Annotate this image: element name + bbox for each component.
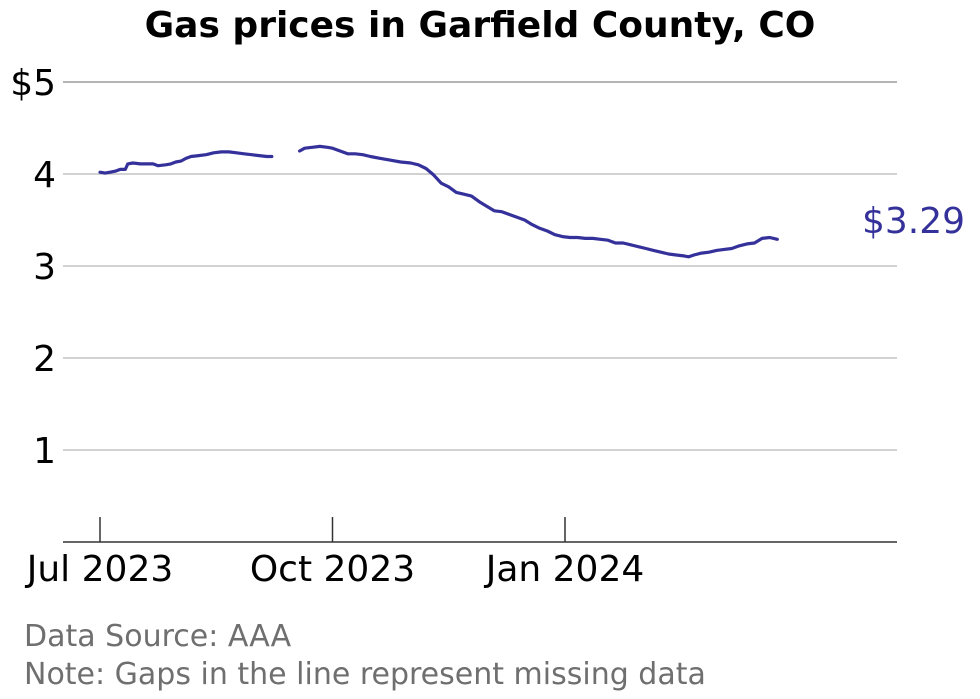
y-tick-label-3: 3	[33, 247, 56, 288]
missing-data-note: Note: Gaps in the line represent missing…	[24, 657, 706, 692]
price-series	[98, 144, 779, 259]
y-tick-label-1: 1	[33, 431, 56, 472]
y-tick-label-5: $5	[10, 63, 56, 104]
price-line-segment-2	[298, 144, 779, 259]
data-source-note: Data Source: AAA	[24, 619, 292, 654]
x-axis-ticks: Jul 2023 Oct 2023 Jan 2024	[25, 517, 645, 590]
chart-title: Gas prices in Garfield County, CO	[145, 5, 816, 46]
y-tick-label-2: 2	[33, 339, 56, 380]
end-value-label: $3.29	[862, 201, 965, 242]
x-tick-label-1: Oct 2023	[250, 549, 415, 590]
y-axis-tick-labels: 1 2 3 4 $5	[10, 63, 56, 472]
price-line-segment-1	[98, 150, 274, 175]
x-tick-label-0: Jul 2023	[25, 549, 174, 590]
y-tick-label-4: 4	[33, 155, 56, 196]
x-tick-label-2: Jan 2024	[484, 549, 645, 590]
gridlines	[63, 81, 897, 451]
